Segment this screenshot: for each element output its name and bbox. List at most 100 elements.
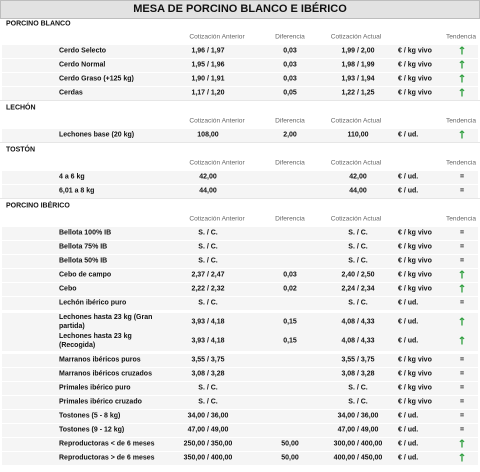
difference: 0,15 xyxy=(283,318,297,326)
difference: 50,00 xyxy=(281,440,299,448)
unit: € / kg vivo xyxy=(398,370,432,378)
unit: € / kg vivo xyxy=(398,384,432,392)
trend: ↑ xyxy=(457,315,467,329)
trend: = xyxy=(459,299,465,307)
product-name: Marranos ibéricos cruzados xyxy=(59,370,152,378)
unit: € / kg vivo xyxy=(398,271,432,279)
current-price: 4,08 / 4,33 xyxy=(341,318,375,326)
product-name: Cerdas xyxy=(59,89,83,97)
trend: = xyxy=(459,173,465,181)
unit: € / kg vivo xyxy=(398,356,432,364)
difference: 0,02 xyxy=(283,285,297,293)
trend: ↑ xyxy=(457,437,467,451)
current-price: 4,08 / 4,33 xyxy=(341,337,375,345)
product-name: Lechones hasta 23 kg (Gran partida) xyxy=(59,314,153,330)
unit: € / kg vivo xyxy=(398,229,432,237)
previous-price: 350,00 / 400,00 xyxy=(183,454,233,462)
product-name: Cerdo Graso (+125 kg) xyxy=(59,75,134,83)
unit: € / kg vivo xyxy=(398,61,432,69)
row-background xyxy=(2,128,478,142)
column-header: Diferencia xyxy=(275,159,305,167)
previous-price: 34,00 / 36,00 xyxy=(187,412,229,420)
current-price: S. / C. xyxy=(348,243,368,251)
section-title: TOSTÓN xyxy=(6,146,36,154)
previous-price: 2,22 / 2,32 xyxy=(191,285,225,293)
difference: 2,00 xyxy=(283,131,297,139)
row-background xyxy=(2,409,478,423)
row-background xyxy=(2,451,478,465)
product-name: Primales ibérico puro xyxy=(59,384,131,392)
difference: 0,15 xyxy=(283,337,297,345)
column-header: Tendencia xyxy=(445,117,477,125)
unit: € / ud. xyxy=(398,426,419,434)
trend: = xyxy=(459,257,465,265)
column-header: Cotización Actual xyxy=(330,33,382,41)
trend: = xyxy=(459,243,465,251)
row-background xyxy=(2,240,478,254)
current-price: 3,08 / 3,28 xyxy=(341,370,375,378)
column-header: Diferencia xyxy=(275,117,305,125)
unit: € / kg vivo xyxy=(398,257,432,265)
row-background xyxy=(2,381,478,395)
column-header: Cotización Actual xyxy=(330,159,382,167)
trend: ↑ xyxy=(457,44,467,58)
trend: = xyxy=(459,370,465,378)
column-header: Tendencia xyxy=(445,215,477,223)
previous-price: 250,00 / 350,00 xyxy=(183,440,233,448)
product-name: Bellota 100% IB xyxy=(59,229,112,237)
current-price: 1,22 / 1,25 xyxy=(341,89,375,97)
unit: € / ud. xyxy=(398,299,419,307)
previous-price: S. / C. xyxy=(198,243,218,251)
row-background xyxy=(2,268,478,282)
product-name: Primales ibérico cruzado xyxy=(59,398,142,406)
product-name: Reproductoras < de 6 meses xyxy=(59,440,155,448)
section-divider xyxy=(0,142,480,143)
row-background xyxy=(2,282,478,296)
unit: € / ud. xyxy=(398,173,419,181)
trend: ↑ xyxy=(457,86,467,100)
current-price: 1,99 / 2,00 xyxy=(341,47,375,55)
row-background xyxy=(2,184,478,198)
trend: ↑ xyxy=(457,268,467,282)
column-header: Cotización Anterior xyxy=(189,159,245,167)
previous-price: 1,95 / 1,96 xyxy=(191,61,225,69)
row-background xyxy=(2,72,478,86)
current-price: 1,98 / 1,99 xyxy=(341,61,375,69)
current-price: 47,00 / 49,00 xyxy=(337,426,379,434)
previous-price: 2,37 / 2,47 xyxy=(191,271,225,279)
unit: € / kg vivo xyxy=(398,398,432,406)
column-header: Cotización Anterior xyxy=(189,117,245,125)
row-background xyxy=(2,331,478,351)
product-name: Lechones hasta 23 kg (Recogida) xyxy=(59,333,132,349)
row-background xyxy=(2,423,478,437)
trend: = xyxy=(459,398,465,406)
current-price: S. / C. xyxy=(348,257,368,265)
section-title: PORCINO IBÉRICO xyxy=(6,202,70,210)
row-background xyxy=(2,86,478,100)
previous-price: S. / C. xyxy=(198,384,218,392)
row-background xyxy=(2,437,478,451)
column-header: Diferencia xyxy=(275,33,305,41)
column-header: Cotización Actual xyxy=(330,215,382,223)
row-background xyxy=(2,296,478,310)
row-background xyxy=(2,170,478,184)
unit: € / kg vivo xyxy=(398,47,432,55)
product-name: 6,01 a 8 kg xyxy=(59,187,95,195)
trend: = xyxy=(459,356,465,364)
section-divider xyxy=(0,198,480,199)
current-price: 400,00 / 450,00 xyxy=(333,454,383,462)
product-name: Bellota 50% IB xyxy=(59,257,108,265)
column-header: Cotización Actual xyxy=(330,117,382,125)
unit: € / kg vivo xyxy=(398,89,432,97)
trend: = xyxy=(459,426,465,434)
current-price: 110,00 xyxy=(347,131,369,139)
unit: € / ud. xyxy=(398,440,419,448)
column-header: Tendencia xyxy=(445,159,477,167)
product-name: Tostones (5 - 8 kg) xyxy=(59,412,121,420)
section-divider xyxy=(0,100,480,101)
column-header: Cotización Anterior xyxy=(189,33,245,41)
previous-price: S. / C. xyxy=(198,398,218,406)
previous-price: 108,00 xyxy=(197,131,219,139)
current-price: S. / C. xyxy=(348,299,368,307)
difference: 0,03 xyxy=(283,75,297,83)
